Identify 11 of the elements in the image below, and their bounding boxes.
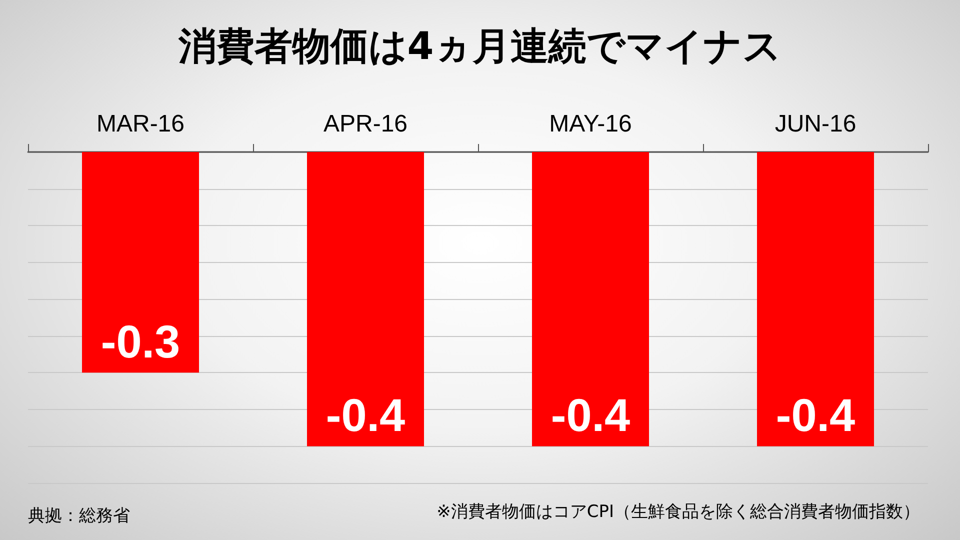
- data-label: -0.4: [326, 389, 406, 442]
- chart-title: 消費者物価は4ヵ月連続でマイナス: [177, 24, 782, 68]
- data-label: -0.4: [776, 389, 856, 442]
- data-label: -0.3: [100, 316, 180, 368]
- x-tick-label: MAY-16: [549, 110, 632, 138]
- text: 典拠：総務省: [28, 505, 130, 527]
- x-tick-label: JUN-16: [774, 110, 856, 138]
- data-label: -0.4: [550, 389, 631, 442]
- text: ※消費者物価はコアCPI（生鮮食品を除く総合消費者物価指数）: [436, 501, 920, 523]
- x-tick-label: APR-16: [323, 110, 408, 138]
- x-tick-label: MAR-16: [96, 110, 185, 138]
